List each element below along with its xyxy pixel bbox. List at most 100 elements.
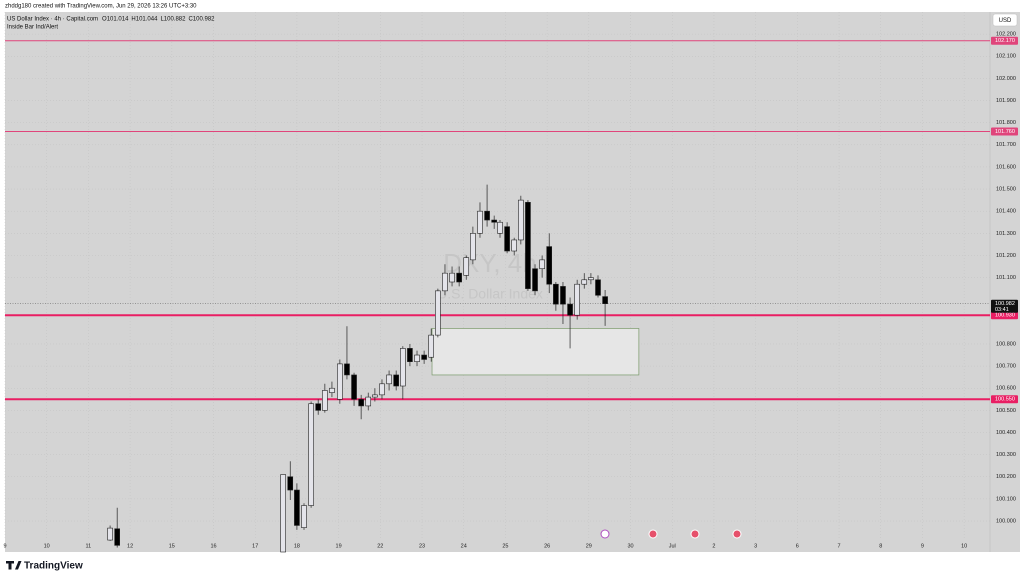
- y-tick-label: 101.800: [996, 120, 1016, 126]
- candle-body: [280, 474, 286, 553]
- y-tick-label: 102.000: [996, 76, 1016, 82]
- created-by: zhddg180 created with TradingView.com, J…: [5, 4, 197, 10]
- last-price-tag: [991, 299, 1018, 313]
- y-tick-label: 101.200: [996, 253, 1016, 259]
- candle-body: [539, 259, 545, 270]
- candle-body: [581, 279, 588, 285]
- x-tick-label: 12: [127, 543, 133, 549]
- ohlc-value: H101.044: [131, 17, 158, 23]
- currency-button[interactable]: USD: [992, 13, 1018, 27]
- candle-body: [470, 233, 476, 261]
- ohlc-value: O101.014: [102, 17, 129, 23]
- candle-body: [560, 286, 566, 305]
- level-tag: [991, 311, 1018, 320]
- candle-body: [315, 403, 321, 411]
- level-tag-label: 101.760: [995, 129, 1015, 135]
- y-tick-label: 101.400: [996, 209, 1016, 215]
- candle-body: [400, 348, 406, 387]
- candle-body: [365, 396, 372, 407]
- x-tick-label: 16: [210, 543, 216, 549]
- y-tick-label: 100.800: [996, 341, 1016, 347]
- candle-body: [456, 272, 462, 283]
- candle-body: [107, 527, 113, 541]
- y-tick-label: 101.300: [996, 231, 1016, 237]
- last-price-label: 100.982: [995, 301, 1015, 307]
- candle-body: [553, 283, 559, 305]
- y-tick-label: 101.900: [996, 98, 1016, 104]
- x-tick-label: 25: [502, 543, 508, 549]
- candle-body: [393, 374, 399, 387]
- candle-body: [435, 290, 441, 336]
- indicator-name: Inside Bar Ind/Alert: [7, 25, 58, 31]
- event-icon[interactable]: [732, 529, 742, 539]
- level-tag-label: 100.550: [995, 397, 1015, 403]
- candle-body: [532, 268, 538, 292]
- x-tick-label: 29: [586, 543, 592, 549]
- candle-body: [525, 202, 531, 289]
- x-tick-label: 2: [712, 543, 715, 549]
- y-tick-label: 100.500: [996, 408, 1016, 414]
- x-tick-label: 10: [961, 543, 967, 549]
- candle-body: [546, 246, 553, 285]
- x-tick-label: 3: [754, 543, 757, 549]
- level-tag: [991, 36, 1018, 45]
- y-tick-label: 101.700: [996, 142, 1016, 148]
- candle-body: [287, 476, 294, 491]
- candle-body: [504, 226, 510, 252]
- x-tick-label: 19: [336, 543, 342, 549]
- x-tick-label: 17: [252, 543, 258, 549]
- y-tick-label: 101.100: [996, 275, 1016, 281]
- x-tick-label: 15: [169, 543, 175, 549]
- candle-body: [386, 374, 392, 385]
- y-tick-label: 100.400: [996, 430, 1016, 436]
- chart-background: [5, 12, 1020, 552]
- x-tick-label: 9: [921, 543, 924, 549]
- y-tick-label: 100.300: [996, 452, 1016, 458]
- candle-body: [511, 239, 517, 252]
- currency-label[interactable]: USD: [999, 18, 1012, 24]
- y-tick-label: 101.600: [996, 164, 1016, 170]
- candle-body: [421, 354, 427, 360]
- candle-body: [301, 505, 307, 528]
- event-icon[interactable]: [600, 529, 610, 539]
- x-tick-label: 8: [879, 543, 882, 549]
- candle-body: [518, 199, 524, 241]
- event-icons: [600, 529, 742, 539]
- symbol-title: US Dollar Index · 4h · Capital.com: [7, 17, 98, 23]
- level-tag-label: 102.170: [995, 38, 1015, 44]
- y-tick-label: 100.700: [996, 364, 1016, 370]
- candle-body: [322, 390, 328, 411]
- candle-body: [329, 387, 335, 393]
- y-tick-label: 101.500: [996, 187, 1016, 193]
- x-tick-label: 23: [419, 543, 425, 549]
- zone-box: [431, 328, 640, 376]
- candle-body: [114, 528, 120, 546]
- candle-body: [379, 383, 385, 396]
- plot: DXY, 4hU.S. Dollar Index: [5, 40, 990, 553]
- candle-body: [372, 394, 378, 398]
- y-tick-label: 100.200: [996, 474, 1016, 480]
- x-tick-label: 30: [627, 543, 633, 549]
- x-tick-label: 11: [86, 543, 92, 549]
- grid: [4, 12, 990, 540]
- y-tick-label: 100.000: [996, 518, 1016, 524]
- event-icon[interactable]: [648, 529, 658, 539]
- candle-body: [414, 354, 420, 362]
- candle-body: [449, 272, 455, 283]
- ohlc-value: C100.982: [188, 17, 215, 23]
- candle-body: [477, 210, 483, 234]
- x-tick-label: 7: [838, 543, 841, 549]
- level-tag-label: 100.930: [995, 313, 1015, 319]
- candle-body: [497, 221, 503, 234]
- x-tick-label: Jul: [669, 543, 676, 549]
- x-tick-label: 22: [377, 543, 383, 549]
- brand-logo: TradingView: [6, 561, 83, 572]
- candle-body: [344, 363, 350, 376]
- y-tick-label: 102.100: [996, 54, 1016, 60]
- currency-button-box[interactable]: [992, 13, 1018, 27]
- countdown-label: 03:41: [995, 307, 1009, 313]
- candle-body: [407, 348, 413, 362]
- x-tick-label: 9: [3, 543, 6, 549]
- candle-body: [442, 272, 448, 292]
- event-icon[interactable]: [690, 529, 700, 539]
